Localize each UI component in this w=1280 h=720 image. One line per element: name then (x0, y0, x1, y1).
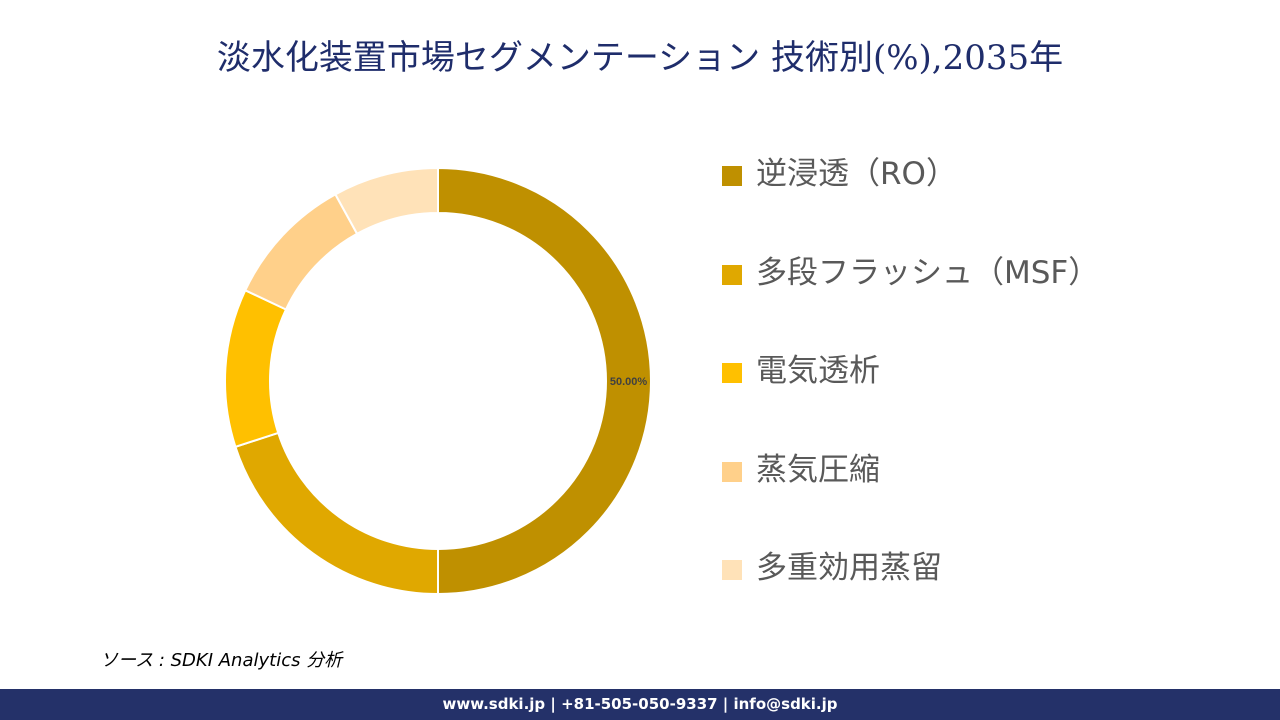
legend-swatch (722, 363, 742, 383)
legend-label: 逆浸透（RO） (756, 156, 957, 192)
donut-slice-0 (437, 166, 652, 596)
donut-slice-1 (234, 431, 439, 596)
legend-item: 多重効用蒸留 (722, 544, 1099, 643)
donut-slice-2 (224, 288, 288, 449)
legend-swatch (722, 560, 742, 580)
source-note: ソース : SDKI Analytics 分析 (100, 650, 343, 671)
legend-item: 蒸気圧縮 (722, 446, 1099, 545)
chart-legend: 逆浸透（RO） 多段フラッシュ（MSF） 電気透析蒸気圧縮多重効用蒸留 (722, 150, 1099, 643)
footer-contact: www.sdki.jp | +81-505-050-9337 | info@sd… (0, 689, 1280, 720)
legend-item: 多段フラッシュ（MSF） (722, 249, 1099, 348)
legend-label: 多重効用蒸留 (756, 550, 942, 586)
legend-label: 蒸気圧縮 (756, 451, 880, 488)
legend-swatch (722, 461, 742, 482)
legend-swatch (722, 166, 742, 186)
legend-swatch (722, 264, 742, 285)
donut-slice-3 (243, 192, 359, 311)
donut-slice-4 (334, 166, 439, 236)
data-label-ro: 50.00% (610, 376, 648, 388)
chart-title: 淡水化装置市場セグメンテーション 技術別(%),2035年 (216, 38, 1064, 78)
legend-label: 電気透析 (756, 353, 880, 389)
donut-chart: 50.00% (224, 166, 652, 596)
legend-label: 多段フラッシュ（MSF） (756, 254, 1100, 291)
legend-item: 電気透析 (722, 347, 1099, 446)
legend-item: 逆浸透（RO） (722, 150, 1099, 249)
